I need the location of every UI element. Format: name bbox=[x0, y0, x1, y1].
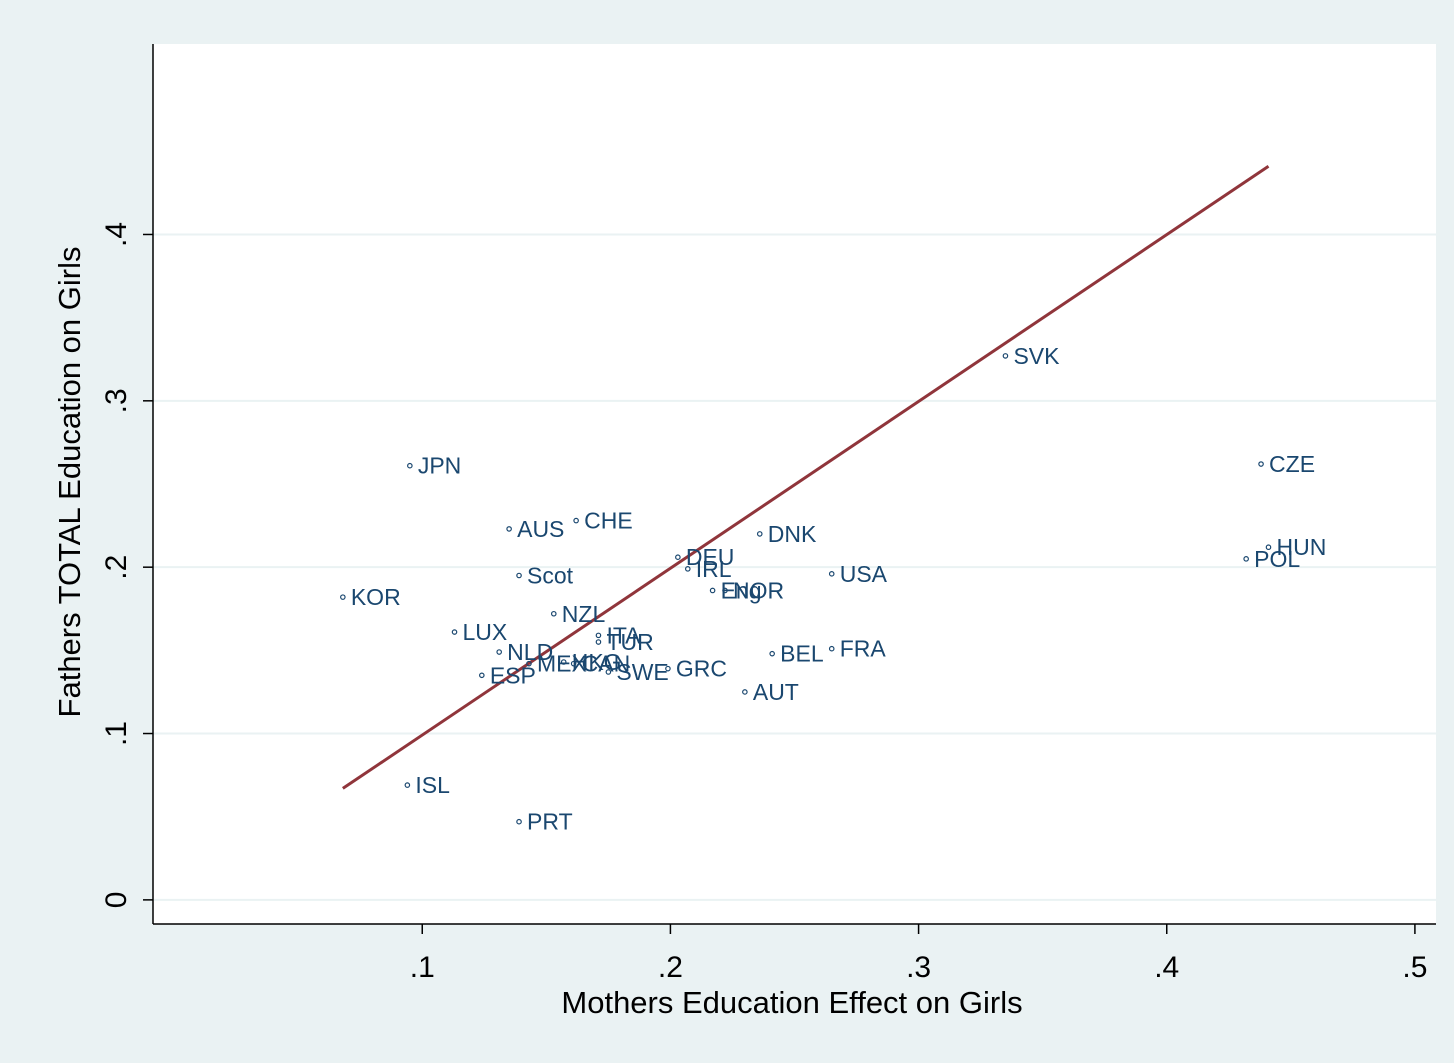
axes bbox=[152, 44, 1436, 925]
data-point-label: CHE bbox=[584, 508, 633, 534]
data-point-marker bbox=[404, 782, 411, 788]
data-point-marker bbox=[595, 632, 602, 639]
data-point-marker bbox=[560, 659, 567, 665]
data-point-marker bbox=[550, 610, 557, 617]
data-point-label: SWE bbox=[616, 659, 668, 685]
x-ticks: .1 .2 .3 .4 .5 bbox=[410, 924, 1427, 984]
y-axis-title: Fathers TOTAL Education on Girls bbox=[52, 247, 87, 718]
data-point-marker bbox=[742, 689, 748, 695]
data-point-label: Scot bbox=[527, 562, 574, 588]
data-point-label: HUN bbox=[1276, 534, 1326, 560]
data-point-label: PRT bbox=[527, 809, 573, 835]
data-point-marker bbox=[684, 566, 691, 572]
data-point-marker bbox=[1265, 544, 1272, 551]
data-point-label: DNK bbox=[768, 521, 817, 547]
data-point-label: AUT bbox=[753, 679, 799, 705]
data-point-marker bbox=[605, 669, 612, 675]
data-point-marker bbox=[722, 587, 728, 594]
fit-line bbox=[342, 165, 1270, 790]
data-point-label: IRL bbox=[696, 556, 732, 582]
data-point-label: LUX bbox=[463, 619, 508, 645]
data-point-marker bbox=[516, 818, 522, 825]
data-point-label: GRC bbox=[676, 656, 727, 682]
y-ticks: 0 .1 .2 .3 .4 bbox=[100, 222, 153, 908]
data-point-marker bbox=[665, 665, 671, 672]
data-point-marker bbox=[769, 650, 775, 657]
data-point-marker bbox=[1258, 461, 1264, 467]
data-point-marker bbox=[756, 531, 763, 537]
data-point-label: AUS bbox=[517, 516, 564, 542]
data-point-marker bbox=[675, 554, 681, 560]
x-tick-label: .2 bbox=[658, 951, 683, 984]
data-point-label: ESP bbox=[490, 662, 536, 688]
data-point-label: TUR bbox=[606, 629, 653, 655]
gridlines bbox=[153, 233, 1436, 901]
data-point-marker bbox=[496, 649, 502, 655]
data-point-label: USA bbox=[840, 561, 888, 587]
data-point-label: NOR bbox=[733, 577, 784, 603]
data-point-marker bbox=[506, 526, 512, 532]
data-point-label: POL bbox=[1254, 546, 1300, 572]
data-point-marker bbox=[516, 572, 522, 579]
data-point-marker bbox=[340, 594, 346, 600]
data-point-label: SVK bbox=[1013, 343, 1060, 369]
y-tick-label: .2 bbox=[100, 555, 133, 580]
data-point-marker bbox=[526, 660, 532, 667]
data-point-marker bbox=[407, 462, 413, 469]
data-point-marker bbox=[1243, 556, 1249, 562]
data-point-marker bbox=[479, 672, 485, 679]
data-point-marker bbox=[451, 629, 458, 635]
data-point-marker bbox=[595, 639, 602, 645]
data-point-marker bbox=[1002, 353, 1009, 359]
x-tick-label: .5 bbox=[1402, 951, 1427, 984]
data-point-marker bbox=[573, 517, 579, 524]
data-point-label: ITA bbox=[606, 622, 641, 648]
data-point-marker bbox=[709, 587, 716, 594]
data-point-label: DEU bbox=[686, 544, 735, 570]
data-point-label: NLD bbox=[507, 639, 553, 665]
x-tick-label: .1 bbox=[410, 951, 435, 984]
data-point-marker bbox=[570, 660, 577, 667]
y-tick-label: .4 bbox=[100, 222, 133, 247]
fit-line-group bbox=[342, 165, 1270, 790]
y-tick-label: .1 bbox=[100, 721, 133, 746]
data-point-label: JPN bbox=[418, 453, 461, 479]
data-point-marker bbox=[828, 645, 835, 652]
y-tick-label: 0 bbox=[100, 892, 133, 909]
x-tick-label: .4 bbox=[1154, 951, 1179, 984]
data-point-label: KOR bbox=[351, 584, 401, 610]
data-point-label: FRA bbox=[840, 636, 887, 662]
x-tick-label: .3 bbox=[906, 951, 931, 984]
data-point-label: HKG bbox=[572, 649, 622, 675]
data-point-label: BEL bbox=[780, 641, 824, 667]
data-point-label: NZL bbox=[562, 601, 606, 627]
x-axis-title: Mothers Education Effect on Girls bbox=[561, 985, 1022, 1020]
data-point-label: CZE bbox=[1269, 451, 1315, 477]
data-point-label: ISL bbox=[415, 772, 450, 798]
y-tick-label: .3 bbox=[100, 388, 133, 413]
data-point-marker bbox=[828, 571, 835, 577]
